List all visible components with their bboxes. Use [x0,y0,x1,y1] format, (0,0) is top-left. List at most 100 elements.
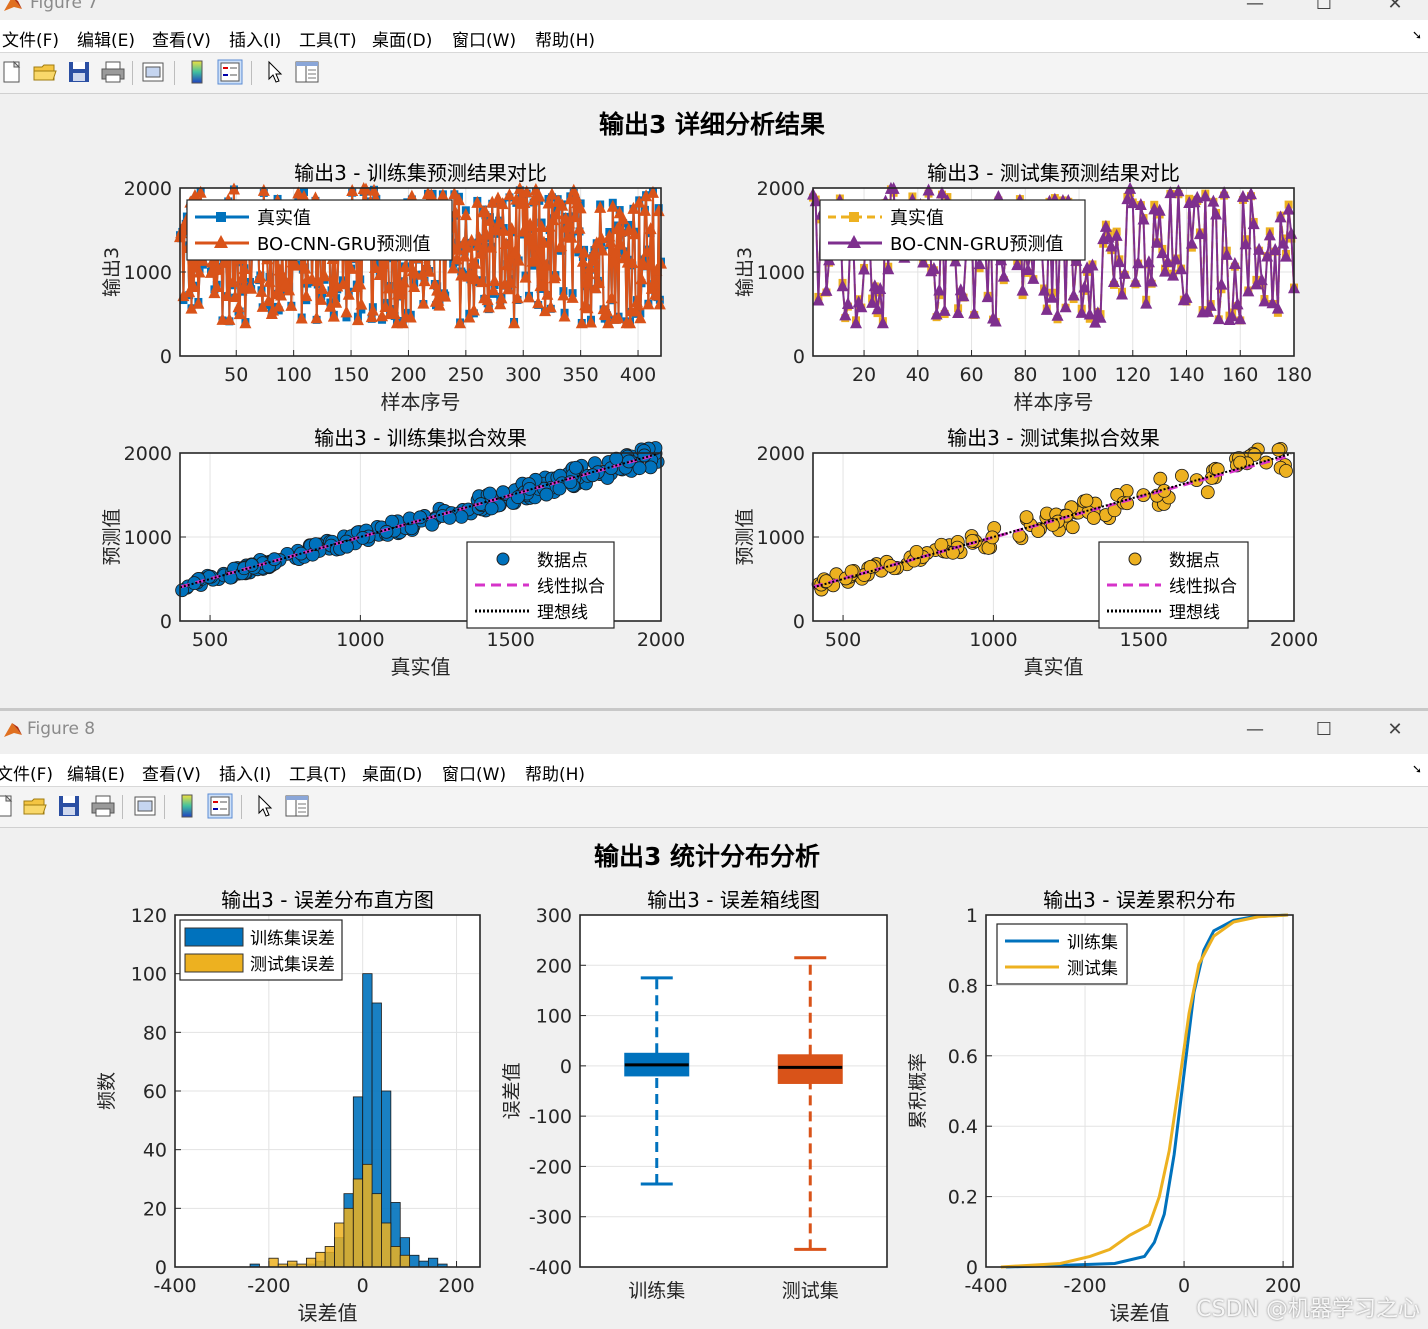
menu-view[interactable]: 查看(V) [152,31,211,51]
menu-insert[interactable]: 插入(I) [229,31,282,51]
menu-desktop[interactable]: 桌面(D) [372,31,433,51]
marker-pred [487,283,500,296]
marker-pred [460,240,473,253]
menu-arrow-icon[interactable]: ➘ [1411,28,1422,42]
menu-view[interactable]: 查看(V) [142,765,201,785]
colorbar-icon[interactable] [174,793,200,819]
marker-pred [278,272,291,285]
marker-pred [1277,236,1290,249]
y-tick-label: 1000 [757,527,805,549]
marker-pred [447,261,460,274]
legend-icon[interactable] [217,59,243,85]
marker-pred [232,300,245,313]
marker-pred [382,281,395,294]
menu-edit[interactable]: 编辑(E) [77,31,136,51]
marker-pred [1220,247,1233,260]
axes-frame [985,914,1294,1268]
marker-pred [505,222,518,235]
marker-pred [1105,239,1118,252]
open-file-icon[interactable] [32,59,58,85]
marker-pred [337,277,350,290]
marker-pred [486,195,499,208]
maximize-button[interactable]: ☐ [1315,0,1333,14]
data-point [1233,455,1248,470]
print-icon[interactable] [90,793,116,819]
marker-pred [295,311,308,324]
x-tick-label: 160 [1222,364,1258,386]
y-tick-label: 2000 [757,178,805,200]
menu-file[interactable]: 文件(F) [0,765,54,785]
menu-edit[interactable]: 编辑(E) [67,765,126,785]
x-tick-label: 测试集 [782,1280,839,1302]
marker-pred [556,198,569,211]
close-button[interactable]: ✕ [1387,0,1403,14]
menu-arrow-icon[interactable]: ➘ [1411,762,1422,776]
marker-pred [1258,294,1271,307]
y-tick-label: 20 [143,1198,167,1220]
menu-window[interactable]: 窗口(W) [452,31,517,51]
marker-pred [635,272,648,285]
marker-pred [634,311,647,324]
y-tick-label: 0 [966,1257,978,1279]
marker-pred [938,303,951,316]
figure-toolbar [0,53,1428,94]
marker-pred [1140,296,1153,309]
marker-pred [493,215,506,228]
maximize-button[interactable]: ☐ [1315,719,1333,740]
print-icon[interactable] [100,59,126,85]
marker-pred [544,300,557,313]
close-button[interactable]: ✕ [1387,719,1403,740]
colorbar-icon[interactable] [184,59,210,85]
marker-pred [973,257,986,270]
marker-pred [1202,304,1215,317]
pointer-icon[interactable] [262,59,288,85]
minimize-button[interactable]: — [1246,0,1264,14]
marker-pred [1274,210,1287,223]
menu-tools[interactable]: 工具(T) [289,765,347,785]
menu-file[interactable]: 文件(F) [2,31,60,51]
marker-pred [192,296,205,309]
property-editor-icon[interactable] [284,793,310,819]
marker-pred [550,207,563,220]
property-editor-icon[interactable] [294,59,320,85]
legend-label: 测试集 [1067,959,1118,979]
marker-pred [459,208,472,221]
x-tick-label: 0 [1178,1275,1190,1297]
marker-pred [874,281,887,294]
menu-insert[interactable]: 插入(I) [219,765,272,785]
marker-pred [601,304,614,317]
legend-icon[interactable] [207,793,233,819]
ideal-line [812,452,1292,589]
pointer-icon[interactable] [252,793,278,819]
marker-pred [346,183,359,196]
marker-pred [502,282,515,295]
print-preview-icon[interactable] [132,793,158,819]
marker-pred [354,277,367,290]
minimize-button[interactable]: — [1246,719,1264,740]
data-point [522,481,537,496]
x-tick-label: -200 [1063,1275,1106,1297]
menu-desktop[interactable]: 桌面(D) [362,765,423,785]
y-tick-label: -200 [529,1156,572,1178]
marker-pred [624,316,637,329]
menu-tools[interactable]: 工具(T) [299,31,357,51]
marker-pred [935,186,948,199]
histogram-bar [343,1207,354,1268]
save-icon[interactable] [56,793,82,819]
new-figure-icon[interactable] [0,59,26,85]
print-preview-icon[interactable] [140,59,166,85]
marker-pred [324,299,337,312]
new-figure-icon[interactable] [0,793,18,819]
marker-pred [188,189,201,202]
marker-pred [310,311,323,324]
marker-pred [858,262,871,275]
menu-help[interactable]: 帮助(H) [525,765,586,785]
marker-pred [193,265,206,278]
menu-window[interactable]: 窗口(W) [442,765,507,785]
marker-pred [1021,263,1034,276]
menu-help[interactable]: 帮助(H) [535,31,596,51]
marker-pred [504,275,517,288]
save-icon[interactable] [66,59,92,85]
open-file-icon[interactable] [22,793,48,819]
marker-pred [1078,280,1091,293]
